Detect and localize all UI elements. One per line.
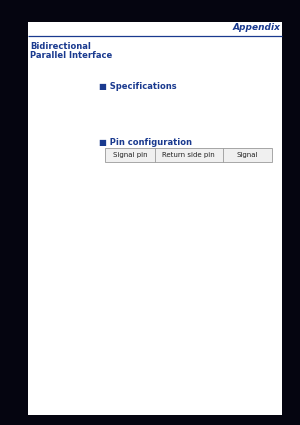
Text: ■ Pin configuration: ■ Pin configuration	[99, 138, 192, 147]
Text: Signal: Signal	[237, 152, 258, 158]
Text: Bidirectional: Bidirectional	[30, 42, 91, 51]
Text: Parallel Interface: Parallel Interface	[30, 51, 112, 60]
Bar	[106, 148, 272, 162]
Text: Appendix: Appendix	[232, 23, 280, 32]
Text: ■ Specifications: ■ Specifications	[99, 82, 177, 91]
Bar	[28, 22, 282, 415]
Text: Return side pin: Return side pin	[162, 152, 215, 158]
Bar	[106, 148, 272, 162]
Text: Signal pin: Signal pin	[113, 152, 147, 158]
